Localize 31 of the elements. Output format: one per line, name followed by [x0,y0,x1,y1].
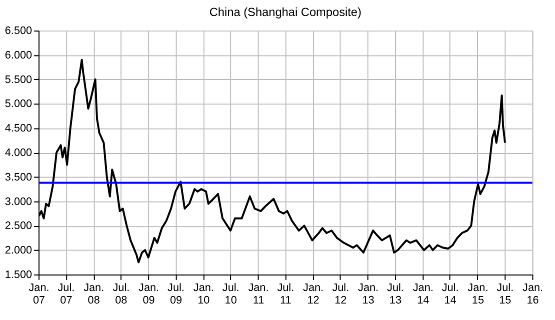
x-tick-label: Jan. 10 [193,282,214,307]
chart-title: China (Shanghai Composite) [209,4,362,19]
y-tick-label: 4.500 [4,122,32,135]
x-tick-label: Jan. 16 [522,282,544,307]
x-tick-label: Jan. 07 [28,282,50,307]
x-tick-label: Jul. 08 [112,282,130,307]
y-tick-label: 3.500 [4,171,32,184]
x-tick-label: Jul. 12 [332,282,350,307]
x-tick-label: Jan. 15 [468,282,488,307]
y-tick-label: 5.000 [4,98,32,110]
x-tick-label: Jan. 12 [303,282,324,307]
x-tick-label: Jan. 13 [358,282,379,307]
x-tick-label: Jul. 11 [277,282,294,307]
x-tick-label: Jul. 07 [58,282,75,307]
y-tick-label: 3.000 [4,196,32,208]
x-tick-label: Jan. 11 [248,282,269,307]
x-tick-label: Jan. 14 [412,282,434,307]
y-tick-label: 4.000 [4,146,32,159]
x-tick-label: Jul. 14 [442,282,459,307]
x-tick-label: Jul. 13 [387,282,404,307]
y-tick-label: 5.500 [4,74,32,86]
y-tick-label: 1.500 [4,268,32,281]
x-tick-label: Jan. 08 [84,282,104,307]
x-tick-label: Jul. 15 [496,282,514,307]
y-tick-label: 2.000 [4,244,32,257]
y-tick-label: 6.000 [4,49,32,62]
y-tick-label: 2.500 [4,220,32,232]
x-tick-label: Jan. 09 [138,282,160,307]
x-tick-label: Jul. 09 [168,282,184,307]
y-tick-label: 6.500 [4,25,32,38]
x-tick-label: Jul. 10 [222,282,240,307]
